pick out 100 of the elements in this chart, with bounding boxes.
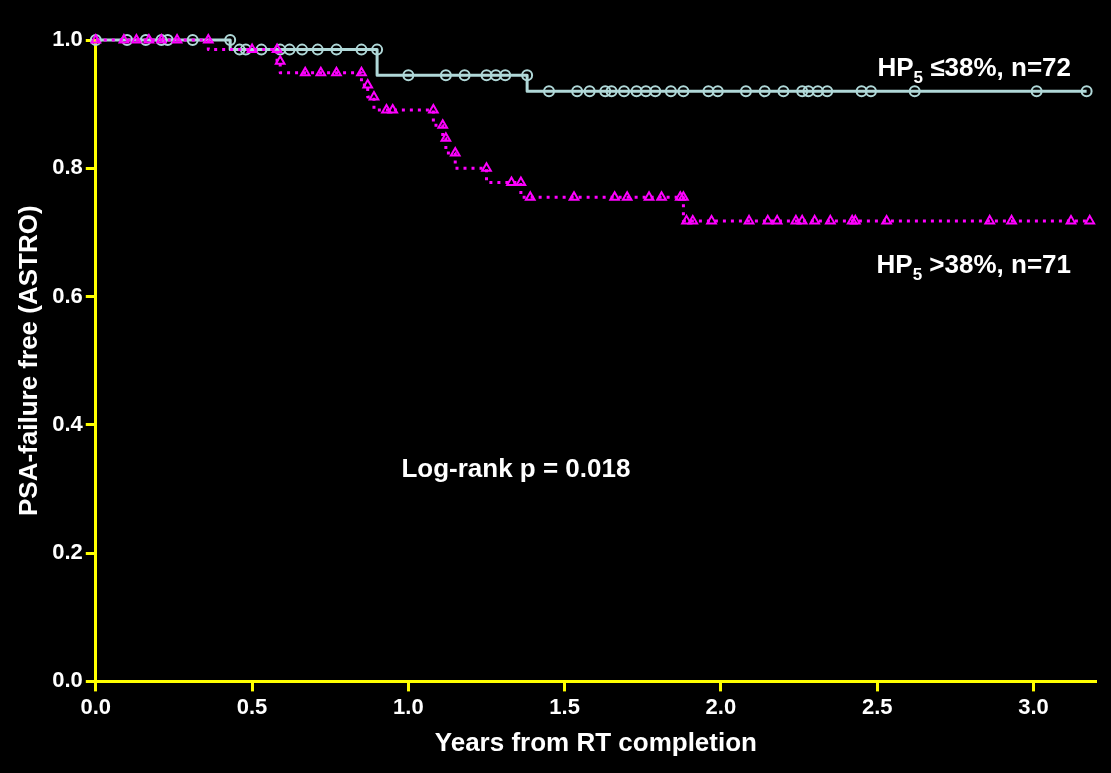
point: [489, 69, 502, 82]
y-tick-label: 0.0: [52, 667, 83, 693]
point: [246, 43, 258, 54]
point: [743, 214, 755, 225]
point: [762, 214, 774, 225]
point: [649, 85, 662, 98]
x-tick-label: 0.5: [236, 693, 268, 719]
y-tick-label: 0.4: [52, 410, 84, 436]
point: [639, 85, 652, 98]
point: [233, 43, 246, 56]
point: [171, 34, 183, 44]
point: [739, 85, 752, 98]
point: [543, 85, 556, 98]
point: [202, 34, 214, 44]
point: [331, 66, 342, 77]
point: [1006, 214, 1017, 225]
point: [371, 43, 384, 56]
point: [643, 191, 655, 201]
point: [458, 69, 471, 82]
annotation: Log-rank p = 0.018: [401, 452, 631, 483]
point: [664, 85, 677, 98]
point: [224, 34, 237, 46]
point: [821, 85, 834, 98]
point: [702, 85, 715, 98]
point: [758, 85, 771, 98]
point: [811, 85, 824, 98]
point: [362, 78, 374, 89]
point: [711, 85, 724, 98]
point: [480, 69, 493, 82]
point: [599, 85, 612, 98]
y-tick-label: 0.8: [52, 154, 83, 180]
point: [777, 85, 790, 98]
point: [255, 43, 268, 56]
point: [571, 85, 584, 98]
point: [809, 214, 821, 225]
point: [618, 85, 631, 98]
point: [381, 103, 392, 114]
point: [506, 176, 517, 186]
point: [428, 103, 439, 114]
point: [271, 43, 283, 54]
point: [499, 69, 512, 82]
point: [681, 214, 692, 225]
point: [881, 214, 892, 225]
point: [330, 43, 343, 56]
x-tick-label: 2.0: [705, 693, 737, 719]
point: [864, 85, 877, 98]
point: [605, 85, 618, 98]
x-tick-label: 2.5: [861, 693, 893, 719]
point: [609, 191, 620, 201]
point: [524, 191, 536, 201]
point: [621, 191, 633, 201]
point: [1065, 214, 1077, 225]
point: [439, 69, 452, 82]
point: [121, 34, 134, 46]
point: [802, 85, 815, 98]
point: [368, 91, 380, 101]
x-tick-label: 1.0: [393, 693, 424, 719]
point: [771, 214, 783, 225]
point: [583, 85, 596, 98]
point: [855, 85, 868, 98]
point: [677, 85, 690, 98]
point: [790, 214, 802, 225]
y-tick-label: 1.0: [52, 26, 83, 52]
point: [481, 162, 492, 172]
point: [678, 191, 689, 201]
point: [674, 191, 686, 201]
x-tick-label: 0.0: [80, 693, 112, 719]
point: [186, 34, 199, 46]
point: [274, 55, 286, 65]
x-axis-title: Years from RT completion: [434, 726, 757, 757]
point: [984, 214, 996, 225]
point: [355, 43, 368, 56]
point: [161, 34, 174, 46]
x-tick-label: 1.5: [549, 693, 580, 719]
point: [515, 176, 527, 186]
point: [387, 103, 399, 114]
x-tick-label: 3.0: [1018, 693, 1049, 719]
point: [239, 43, 252, 56]
point: [656, 191, 667, 201]
point: [315, 66, 327, 77]
point: [131, 34, 142, 44]
point: [311, 43, 324, 56]
point: [687, 214, 699, 225]
point: [402, 69, 415, 82]
point: [1080, 85, 1093, 98]
point: [1030, 85, 1043, 98]
y-tick-label: 0.6: [52, 282, 83, 308]
y-axis-title: PSA-failure free (ASTRO): [12, 205, 43, 516]
point: [908, 85, 921, 98]
point: [296, 43, 309, 56]
y-tick-label: 0.2: [52, 539, 83, 565]
point: [568, 191, 580, 201]
point: [356, 66, 367, 77]
point: [437, 119, 449, 129]
point: [118, 34, 130, 44]
point: [824, 214, 836, 225]
point: [283, 43, 296, 56]
point: [706, 214, 717, 225]
point: [143, 34, 155, 44]
point: [440, 132, 452, 142]
